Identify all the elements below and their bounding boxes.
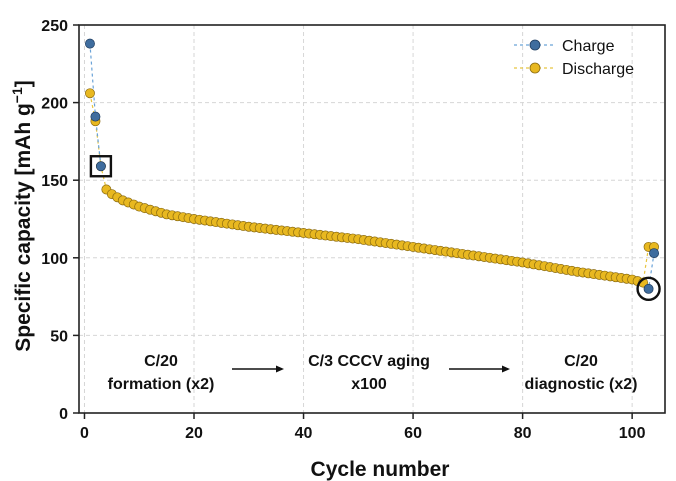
charge-point <box>643 283 654 294</box>
series-lines <box>89 43 655 291</box>
annotation-arrow-left <box>232 365 284 373</box>
charge-line-start <box>89 43 102 167</box>
x-tick-label-80: 80 <box>514 425 532 442</box>
y-axis-title-superscript: −1 <box>9 87 25 103</box>
x-tick-label-0: 0 <box>80 425 89 442</box>
legend: Charge Discharge <box>514 38 634 78</box>
y-axis-title-end: ] <box>12 80 35 87</box>
annotation-aging-line1: C/3 CCCV aging <box>308 353 430 370</box>
legend-item-charge: Charge <box>514 38 615 55</box>
annotation-diagnostic: C/20 diagnostic (x2) <box>525 353 638 393</box>
y-tick-label-250: 250 <box>41 18 68 35</box>
charge-point <box>85 38 95 49</box>
legend-label-charge: Charge <box>562 38 615 55</box>
annotation-formation-line2: formation (x2) <box>108 376 215 393</box>
annotation-aging: C/3 CCCV aging x100 <box>308 353 430 393</box>
discharge-point <box>85 88 95 99</box>
x-tick-label-40: 40 <box>295 425 313 442</box>
highlight-markers <box>89 155 661 302</box>
annotation-formation-line1: C/20 <box>144 353 178 370</box>
plot-frame <box>78 24 666 414</box>
y-axis-title-main: Specific capacity [mAh g <box>12 103 35 352</box>
y-axis-title: Specific capacity [mAh g−1] <box>9 80 35 352</box>
legend-label-discharge: Discharge <box>562 61 634 78</box>
annotation-arrow-right <box>449 365 510 373</box>
legend-item-discharge: Discharge <box>514 61 634 78</box>
y-tick-label-50: 50 <box>50 328 68 345</box>
x-tick-label-60: 60 <box>404 425 422 442</box>
axes: 0 20 40 60 80 100 0 50 100 150 200 250 <box>41 18 666 442</box>
x-axis-title: Cycle number <box>311 458 450 481</box>
annotation-aging-line2: x100 <box>351 376 387 393</box>
charge-point <box>95 161 106 172</box>
data-points <box>85 38 659 294</box>
grid-lines <box>79 24 665 413</box>
annotation-diagnostic-line1: C/20 <box>564 353 598 370</box>
charge-point <box>90 111 101 122</box>
y-tick-label-0: 0 <box>59 406 68 423</box>
annotation-diagnostic-line2: diagnostic (x2) <box>525 376 638 393</box>
y-tick-label-200: 200 <box>41 96 68 113</box>
y-tick-label-150: 150 <box>41 173 68 190</box>
x-tick-label-100: 100 <box>619 425 646 442</box>
annotation-formation: C/20 formation (x2) <box>108 353 215 393</box>
highlight-circle-marker <box>636 276 661 302</box>
charge-point <box>649 248 659 259</box>
y-tick-label-100: 100 <box>41 251 68 268</box>
x-tick-label-20: 20 <box>185 425 203 442</box>
highlight-square-marker <box>89 155 113 178</box>
discharge-line <box>89 93 655 284</box>
